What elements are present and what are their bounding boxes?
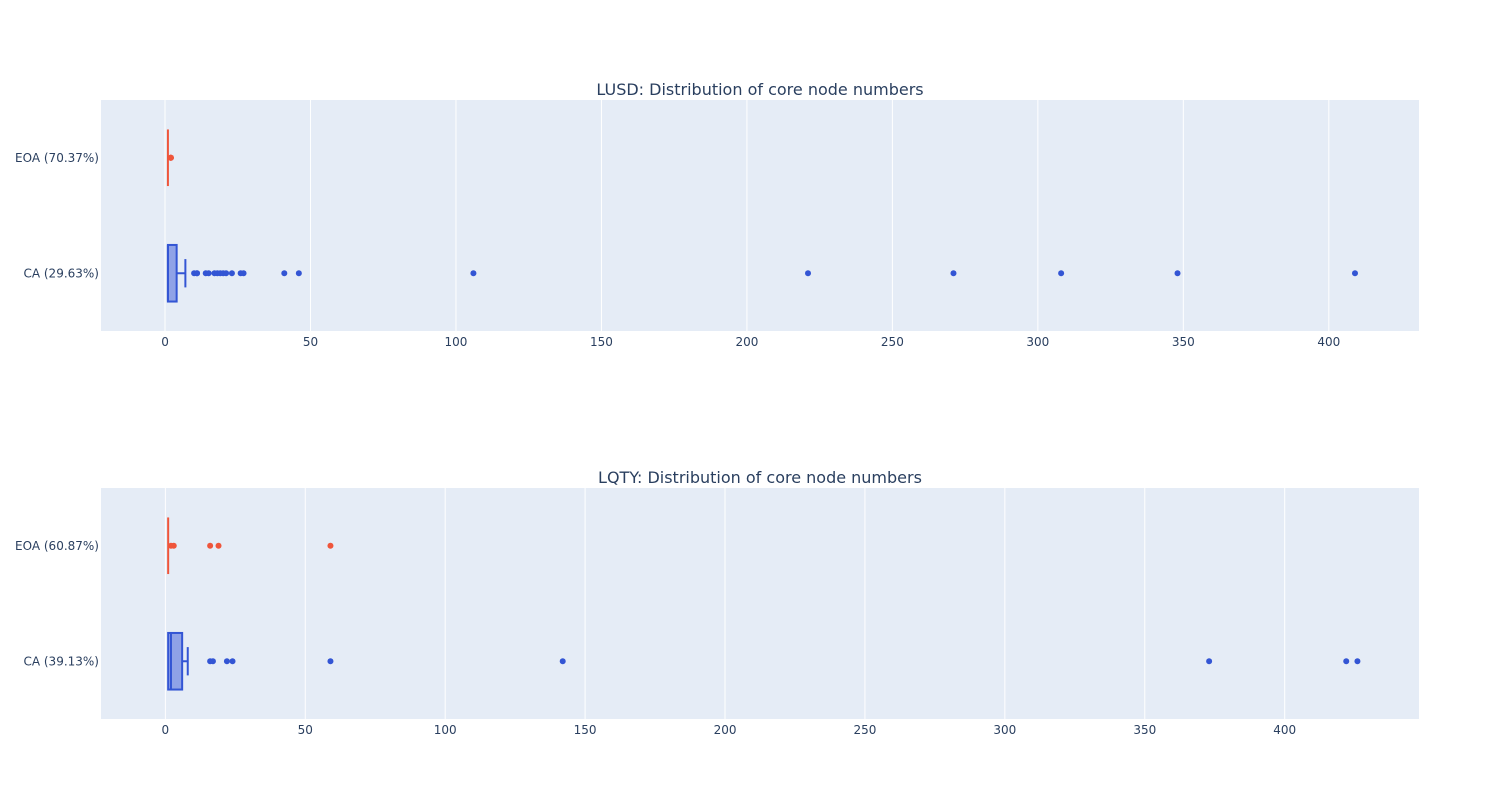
outlier-point [1174,270,1181,277]
series-1: EOA (70.37%) [15,129,174,187]
x-tick-label: 100 [445,335,468,349]
outlier-point [207,542,214,549]
subplot-1: 0 50 100 150 200 250 300 350 400 LUSD: Distributi… [15,80,1419,349]
x-tick-label: 0 [161,335,169,349]
outlier-point [805,270,812,277]
plot-area [101,488,1419,719]
series-1: EOA (60.87%) [15,517,334,575]
outlier-point [327,658,334,665]
series-2: CA (39.13%) [23,631,1361,691]
outlier-point [240,270,247,277]
plot-area [101,100,1419,331]
outlier-point [228,270,235,277]
x-tick-label: 250 [881,335,904,349]
outlier-point [1206,658,1213,665]
outlier-point [215,542,222,549]
outlier-point [1354,658,1361,665]
x-tick-label: 0 [162,723,170,737]
subplot-2: 0 50 100 150 200 250 300 350 400 LQTY: Distributi… [15,468,1419,737]
outlier-point [1058,270,1065,277]
y-category-label: CA (39.13%) [23,654,99,668]
box [166,243,178,303]
outlier-point [559,658,566,665]
y-category-label: EOA (60.87%) [15,539,99,553]
outlier-point [229,658,236,665]
x-tick-label: 300 [993,723,1016,737]
outlier-point [167,154,174,161]
outlier-point [470,270,477,277]
outlier-point [1351,270,1358,277]
outlier-point [950,270,957,277]
x-tick-label: 400 [1317,335,1340,349]
x-tick-label: 200 [714,723,737,737]
x-tick-label: 150 [574,723,597,737]
outlier-point [205,270,212,277]
chart-title: LUSD: Distribution of core node numbers [596,80,923,99]
outlier-point [209,658,216,665]
x-tick-label: 100 [434,723,457,737]
outlier-point [223,270,230,277]
x-tick-label: 50 [298,723,313,737]
x-tick-label: 50 [303,335,318,349]
x-tick-label: 350 [1133,723,1156,737]
outlier-point [194,270,201,277]
chart-title: LQTY: Distribution of core node numbers [598,468,922,487]
series-2: CA (29.63%) [23,243,1358,303]
x-tick-label: 150 [590,335,613,349]
outlier-point [281,270,288,277]
outlier-point [1343,658,1350,665]
outlier-point [223,658,230,665]
outlier-point [170,542,177,549]
x-tick-label: 250 [853,723,876,737]
outlier-point [295,270,302,277]
y-category-label: CA (29.63%) [23,266,99,280]
y-category-label: EOA (70.37%) [15,151,99,165]
x-tick-label: 400 [1273,723,1296,737]
x-tick-label: 300 [1026,335,1049,349]
outlier-point [327,542,334,549]
x-tick-label: 350 [1172,335,1195,349]
x-tick-label: 200 [735,335,758,349]
